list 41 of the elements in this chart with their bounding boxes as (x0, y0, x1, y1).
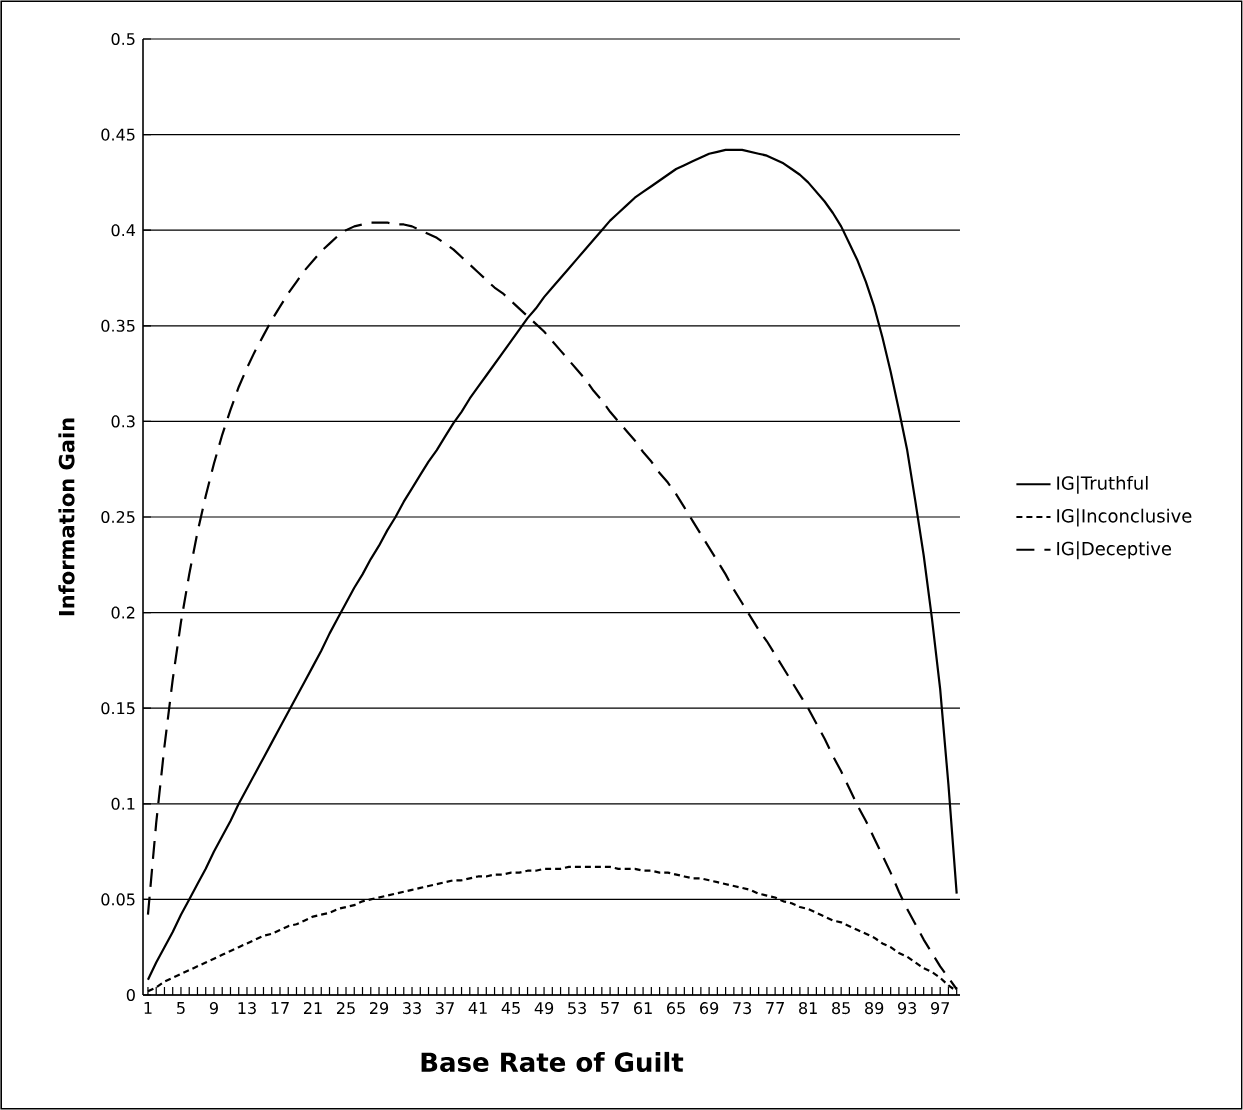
legend-label: IG|Inconclusive (1057, 508, 1192, 527)
x-tick-label: 29 (370, 1002, 389, 1015)
legend-label: IG|Deceptive (1057, 541, 1172, 560)
y-tick-label: 0.45 (101, 128, 135, 141)
x-tick-label: 45 (501, 1002, 520, 1014)
x-tick-label: 77 (766, 1002, 784, 1014)
y-tick-label: 0.3 (111, 415, 135, 428)
y-tick-label: 0.1 (111, 797, 135, 810)
x-tick-label: 25 (336, 1002, 355, 1015)
y-tick-label: 0.05 (101, 893, 135, 906)
x-tick-label: 5 (177, 1002, 185, 1014)
x-tick-label: 73 (733, 1002, 752, 1015)
x-tick-label: 89 (865, 1002, 884, 1015)
x-tick-label: 61 (634, 1002, 652, 1015)
x-tick-label: 21 (303, 1002, 322, 1014)
y-tick-label: 0.15 (101, 702, 135, 715)
x-tick-label: 49 (534, 1002, 554, 1015)
y-tick-label: 0.2 (111, 606, 135, 619)
x-tick-label: 9 (209, 1002, 218, 1015)
x-tick-label: 37 (436, 1002, 454, 1015)
x-tick-label: 17 (271, 1002, 289, 1014)
x-tick-label: 81 (799, 1002, 817, 1015)
x-tick-label: 85 (832, 1002, 850, 1015)
x-tick-label: 93 (897, 1002, 917, 1015)
x-tick-label: 33 (403, 1002, 421, 1015)
y-tick-label: 0.35 (101, 319, 135, 332)
x-tick-label: 41 (468, 1002, 487, 1014)
x-tick-label: 57 (601, 1002, 619, 1014)
x-axis-title: Base Rate of Guilt (421, 1051, 684, 1073)
x-tick-label: 69 (700, 1002, 719, 1015)
y-tick-label: 0 (126, 988, 135, 1002)
x-tick-label: 13 (238, 1002, 256, 1015)
y-tick-label: 0.25 (101, 510, 135, 524)
x-tick-label: 53 (568, 1002, 586, 1015)
legend-label: IG|Truthful (1057, 475, 1148, 494)
y-tick-label: 0.4 (111, 224, 136, 237)
x-tick-label: 1 (144, 1002, 152, 1014)
x-tick-label: 97 (931, 1002, 949, 1015)
y-axis-title: Information Gain (58, 418, 75, 616)
y-tick-label: 0.5 (111, 32, 135, 46)
x-tick-label: 65 (667, 1002, 685, 1015)
